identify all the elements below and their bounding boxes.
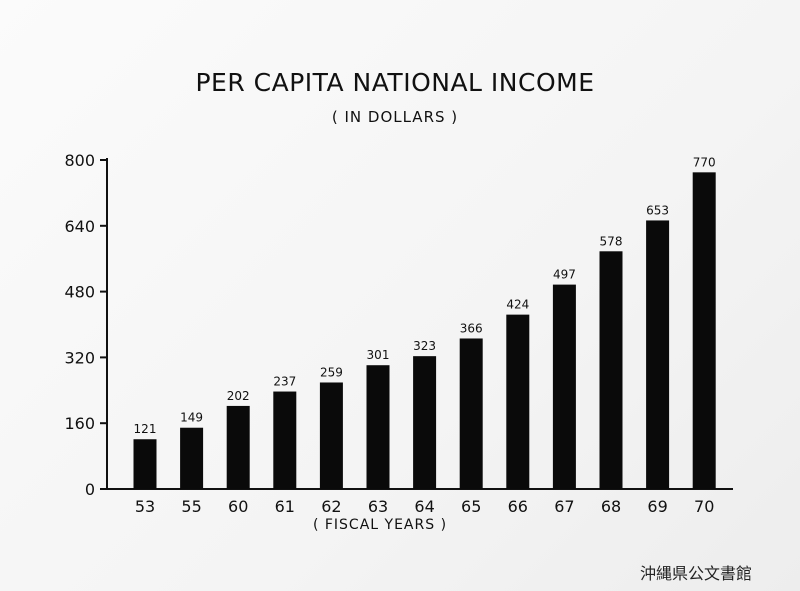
bar <box>273 391 297 489</box>
y-tick-label: 800 <box>64 151 95 170</box>
x-tick-label: 68 <box>601 497 621 516</box>
bar <box>646 220 670 490</box>
bar-value-label: 149 <box>180 411 203 425</box>
y-tick-label: 640 <box>64 217 95 236</box>
bar-value-label: 497 <box>553 268 576 282</box>
bar <box>319 382 343 489</box>
bar-value-label: 578 <box>600 234 623 248</box>
x-tick-label: 70 <box>694 497 714 516</box>
y-tick-label: 320 <box>64 348 95 367</box>
chart-subtitle: ( IN DOLLARS ) <box>331 108 459 126</box>
bar <box>180 427 204 489</box>
bar <box>133 439 157 489</box>
bar-value-label: 366 <box>460 321 483 335</box>
x-tick-label: 69 <box>647 497 667 516</box>
x-axis-ticks: 53 55 60 61 62 63 64 65 66 67 68 69 70 <box>135 497 715 516</box>
bar <box>506 314 530 489</box>
bar <box>226 405 250 489</box>
bar-value-label: 323 <box>413 339 436 353</box>
x-tick-label: 66 <box>508 497 528 516</box>
x-tick-label: 60 <box>228 497 248 516</box>
bar-value-label: 301 <box>367 348 390 362</box>
x-tick-label: 61 <box>275 497 295 516</box>
bar-value-label: 202 <box>227 389 250 403</box>
bar <box>599 251 623 489</box>
y-axis-ticks: 0 160 320 480 640 800 <box>64 151 107 499</box>
x-tick-label: 55 <box>181 497 201 516</box>
x-tick-label: 62 <box>321 497 341 516</box>
bar <box>413 356 437 489</box>
bar-value-label: 237 <box>273 375 296 389</box>
bar <box>692 172 716 489</box>
bar-value-label: 121 <box>134 422 157 436</box>
x-tick-label: 65 <box>461 497 481 516</box>
bar-value-label: 653 <box>646 203 669 217</box>
x-tick-label: 63 <box>368 497 388 516</box>
bars <box>133 172 716 490</box>
bar-value-label: 770 <box>693 155 716 169</box>
bar-value-label: 259 <box>320 365 343 379</box>
chart-title: PER CAPITA NATIONAL INCOME <box>195 68 595 97</box>
x-tick-label: 67 <box>554 497 574 516</box>
bar <box>552 284 576 489</box>
y-tick-label: 160 <box>64 414 95 433</box>
bar <box>459 338 483 489</box>
bar-value-label: 424 <box>506 298 529 312</box>
y-tick-label: 480 <box>64 283 95 302</box>
x-tick-label: 64 <box>414 497 434 516</box>
bar <box>366 365 390 489</box>
archive-watermark: 沖縄県公文書館 <box>640 564 753 583</box>
data-labels: 121 149 202 237 259 301 323 366 424 497 578 653 770 <box>134 155 716 436</box>
x-tick-label: 53 <box>135 497 155 516</box>
y-tick-label: 0 <box>85 480 95 499</box>
x-axis-label: ( FISCAL YEARS ) <box>312 517 448 533</box>
